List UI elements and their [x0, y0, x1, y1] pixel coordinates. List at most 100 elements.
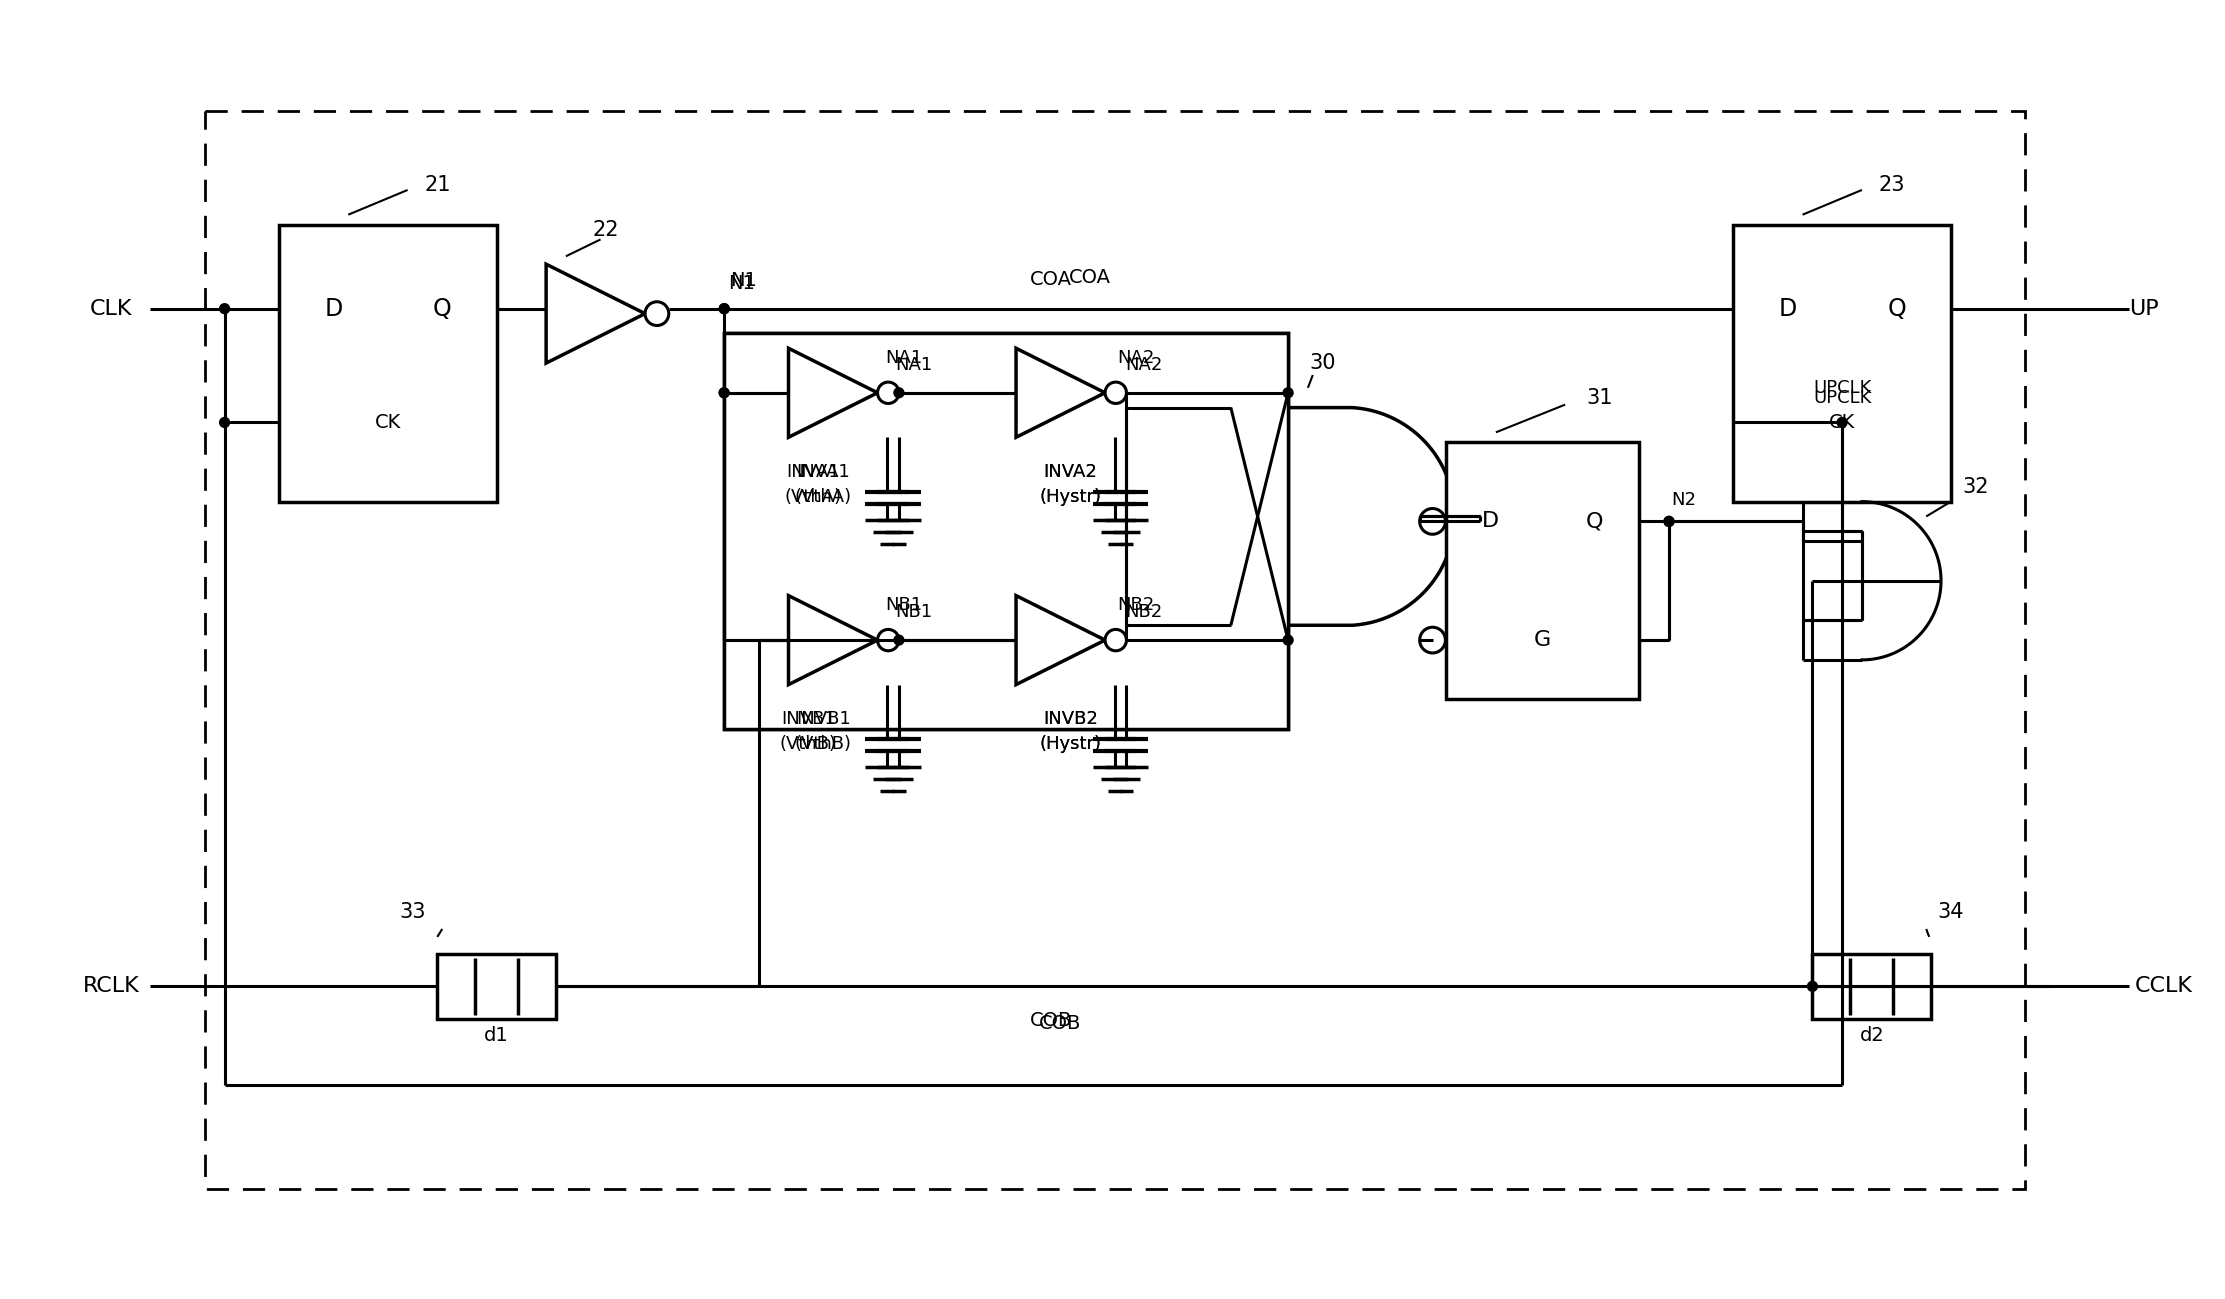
Polygon shape	[788, 348, 877, 438]
Text: COA: COA	[1070, 268, 1110, 287]
Text: 34: 34	[1938, 903, 1965, 922]
Bar	[1733, 225, 1951, 501]
Text: N1: N1	[728, 274, 757, 294]
Circle shape	[877, 630, 899, 651]
Text: d1: d1	[485, 1026, 510, 1046]
Circle shape	[894, 388, 903, 397]
Circle shape	[1106, 630, 1126, 651]
Text: Q: Q	[434, 296, 452, 321]
Circle shape	[719, 388, 730, 397]
Circle shape	[894, 635, 903, 646]
Polygon shape	[788, 595, 877, 685]
Polygon shape	[1017, 595, 1106, 685]
Circle shape	[220, 417, 229, 427]
Text: D: D	[325, 296, 343, 321]
Text: CK: CK	[374, 413, 400, 433]
Text: NB1: NB1	[886, 596, 923, 614]
Circle shape	[719, 388, 730, 397]
Text: (Hystr): (Hystr)	[1039, 735, 1101, 753]
Circle shape	[1455, 504, 1480, 529]
Circle shape	[719, 304, 730, 313]
Text: INVB1: INVB1	[781, 711, 837, 729]
Text: COB: COB	[1030, 1012, 1072, 1030]
Bar	[205, 110, 2025, 1189]
Circle shape	[719, 304, 730, 313]
Circle shape	[1664, 517, 1673, 526]
Text: Q: Q	[1887, 296, 1907, 321]
Text: 21: 21	[425, 175, 449, 195]
Text: (VthA): (VthA)	[794, 487, 852, 505]
Text: 22: 22	[592, 220, 619, 239]
Circle shape	[1106, 630, 1126, 651]
Bar	[723, 334, 1288, 729]
Text: RCLK: RCLK	[82, 977, 140, 996]
Text: d2: d2	[1860, 1026, 1885, 1046]
Circle shape	[1284, 635, 1293, 646]
Bar	[1446, 442, 1640, 699]
Bar	[438, 955, 556, 1018]
Circle shape	[1106, 382, 1126, 404]
Text: NB1: NB1	[894, 604, 932, 621]
Text: N2: N2	[1671, 491, 1695, 509]
Text: UP: UP	[2129, 299, 2158, 318]
Circle shape	[1807, 982, 1818, 991]
Text: N1: N1	[730, 271, 757, 291]
Text: 33: 33	[398, 903, 425, 922]
Polygon shape	[1017, 348, 1106, 438]
Circle shape	[1121, 388, 1130, 397]
Text: NA2: NA2	[1117, 349, 1155, 368]
Polygon shape	[1017, 595, 1106, 685]
Polygon shape	[1017, 348, 1106, 438]
Polygon shape	[788, 348, 877, 438]
Circle shape	[645, 301, 670, 326]
Polygon shape	[545, 264, 645, 364]
Text: COA: COA	[1030, 269, 1072, 288]
Text: D: D	[1778, 296, 1798, 321]
Circle shape	[877, 630, 899, 651]
Text: INVB1: INVB1	[797, 711, 850, 729]
Text: NA1: NA1	[886, 349, 923, 368]
Polygon shape	[1224, 408, 1455, 625]
Text: 32: 32	[1962, 477, 1989, 496]
Circle shape	[1284, 388, 1293, 397]
Circle shape	[220, 304, 229, 313]
Bar	[1813, 955, 1931, 1018]
Circle shape	[1420, 627, 1446, 653]
Text: INVA1: INVA1	[785, 462, 841, 481]
Text: UPCLK: UPCLK	[1813, 379, 1871, 396]
Text: NB2: NB2	[1126, 604, 1164, 621]
Text: INVA2: INVA2	[1044, 462, 1097, 481]
Bar	[278, 225, 496, 501]
Text: INVA2: INVA2	[1044, 462, 1097, 481]
Text: NB2: NB2	[1117, 596, 1155, 614]
Circle shape	[1664, 517, 1673, 526]
Text: CLK: CLK	[89, 299, 131, 318]
Text: (VthB): (VthB)	[779, 735, 837, 753]
Text: (Hystr): (Hystr)	[1039, 487, 1101, 505]
Circle shape	[1106, 382, 1126, 404]
Text: CK: CK	[1829, 413, 1856, 433]
Text: 31: 31	[1586, 387, 1613, 408]
Polygon shape	[788, 595, 877, 685]
Text: (Hystr): (Hystr)	[1039, 487, 1101, 505]
Circle shape	[754, 635, 763, 646]
Text: 30: 30	[1311, 353, 1335, 373]
Text: INVB2: INVB2	[1044, 711, 1097, 729]
Text: (Hystr): (Hystr)	[1039, 735, 1101, 753]
Text: UPCLK: UPCLK	[1813, 388, 1871, 407]
Text: (VthA): (VthA)	[785, 487, 841, 505]
Text: NA2: NA2	[1126, 356, 1164, 374]
Circle shape	[894, 388, 903, 397]
Text: INVA1: INVA1	[797, 462, 850, 481]
Circle shape	[877, 382, 899, 404]
Text: COB: COB	[1039, 1015, 1081, 1034]
Text: (VthB): (VthB)	[794, 735, 852, 753]
Circle shape	[877, 382, 899, 404]
Circle shape	[894, 635, 903, 646]
Circle shape	[1121, 635, 1130, 646]
Text: INVB2: INVB2	[1044, 711, 1097, 729]
Text: 23: 23	[1878, 175, 1905, 195]
Circle shape	[1838, 417, 1847, 427]
Text: Q: Q	[1586, 512, 1604, 531]
Bar	[723, 334, 1288, 729]
